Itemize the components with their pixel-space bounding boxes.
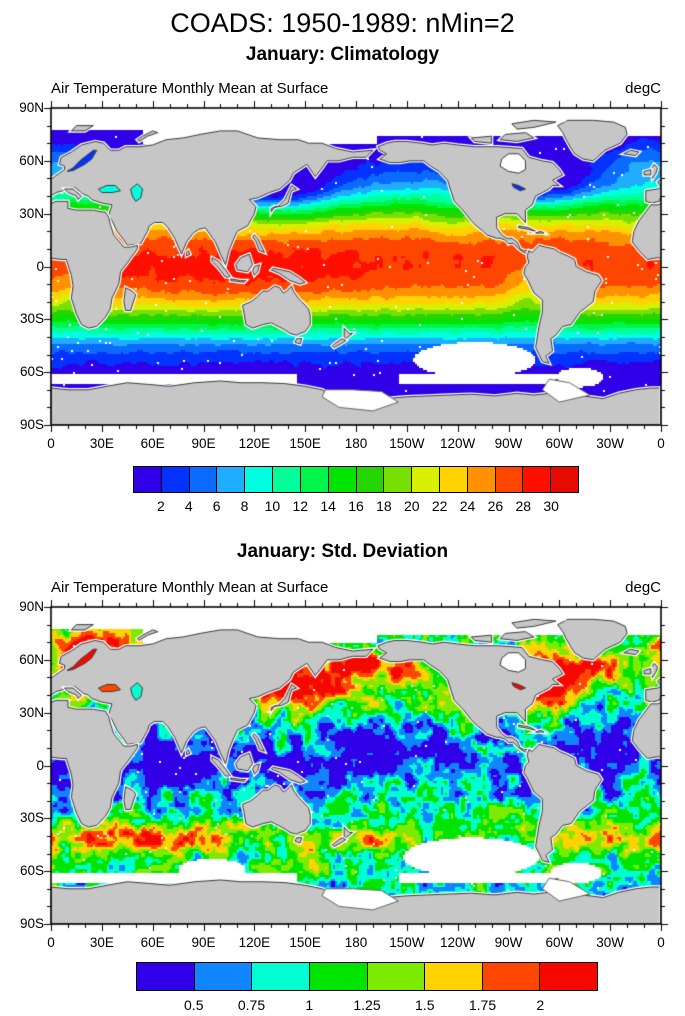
lon-tick-label: 90W xyxy=(494,935,523,950)
colorbar-segment xyxy=(216,466,246,493)
lat-tick-label: 0 xyxy=(36,258,44,274)
panel2-left-subtitle: Air Temperature Monthly Mean at Surface xyxy=(51,579,329,596)
lon-tick-label: 60E xyxy=(140,935,165,950)
lon-tick-label: 150E xyxy=(289,935,321,950)
lon-tick-label: 180 xyxy=(344,436,368,451)
lon-tick-label: 90E xyxy=(191,935,216,950)
colorbar-tick-label: 16 xyxy=(348,498,364,514)
colorbar-tick-label: 1.5 xyxy=(415,997,435,1013)
stddev-map-canvas xyxy=(0,595,685,947)
panel1-title: January: Climatology xyxy=(245,44,440,65)
colorbar-segment xyxy=(539,962,598,991)
lon-tick-label: 90E xyxy=(191,436,216,451)
colorbar-tick-label: 0.75 xyxy=(237,997,266,1013)
colorbar-segment xyxy=(466,466,496,493)
lat-tick-label: 90N xyxy=(19,599,44,614)
colorbar-tick-label: 30 xyxy=(543,498,559,514)
lat-tick-label: 30N xyxy=(19,205,44,221)
colorbar-tick-label: 28 xyxy=(515,498,532,514)
lon-tick-label: 0 xyxy=(657,436,665,451)
colorbar-segment xyxy=(438,466,468,493)
colorbar-segment xyxy=(366,962,426,991)
colorbar-segment xyxy=(193,962,253,991)
panel2-title: January: Std. Deviation xyxy=(236,541,449,562)
lat-tick-label: 90S xyxy=(19,916,44,931)
lon-tick-label: 0 xyxy=(47,436,55,451)
colorbar-tick-label: 14 xyxy=(320,498,336,514)
lon-tick-label: 150W xyxy=(389,935,425,950)
lon-tick-label: 30W xyxy=(596,436,625,451)
colorbar-segment xyxy=(424,962,483,991)
lat-tick-label: 90S xyxy=(19,417,44,432)
lon-tick-label: 60E xyxy=(140,436,165,451)
lon-tick-label: 30E xyxy=(89,436,114,451)
lon-tick-label: 150W xyxy=(389,436,425,451)
lon-tick-label: 90W xyxy=(494,436,523,451)
colorbar-segment xyxy=(355,466,385,493)
lon-tick-label: 120E xyxy=(238,935,271,950)
colorbar-segment xyxy=(411,466,440,493)
colorbar-tick-label: 8 xyxy=(240,498,249,514)
lat-tick-label: 30N xyxy=(19,704,44,720)
colorbar-tick-label: 22 xyxy=(431,498,448,514)
lat-tick-label: 30S xyxy=(19,810,44,826)
colorbar-segment xyxy=(160,466,190,493)
colorbar-segment xyxy=(244,466,274,493)
lat-tick-label: 30S xyxy=(19,311,44,327)
lon-tick-label: 120W xyxy=(440,935,476,950)
lon-tick-label: 150E xyxy=(289,436,321,451)
panel1-units-label: degC xyxy=(625,80,661,97)
lat-tick-label: 90N xyxy=(19,100,44,115)
colorbar-segment xyxy=(133,466,162,493)
panel1-left-subtitle: Air Temperature Monthly Mean at Surface xyxy=(51,80,329,97)
lon-tick-label: 120W xyxy=(440,436,476,451)
lon-tick-label: 60W xyxy=(545,436,574,451)
colorbar-segment xyxy=(494,466,524,493)
lon-tick-label: 0 xyxy=(47,935,55,950)
colorbar-segment xyxy=(383,466,413,493)
colorbar-segment xyxy=(327,466,357,493)
lon-tick-label: 30E xyxy=(89,935,114,950)
panel2-units-label: degC xyxy=(625,579,661,596)
colorbar-segment xyxy=(188,466,218,493)
colorbar-tick-label: 20 xyxy=(403,498,420,514)
lon-tick-label: 0 xyxy=(657,935,665,950)
colorbar-tick-label: 18 xyxy=(376,498,392,514)
colorbar-tick-label: 10 xyxy=(264,498,281,514)
colorbar-tick-label: 2 xyxy=(156,498,165,514)
colorbar-segment xyxy=(136,962,195,991)
colorbar-tick-label: 24 xyxy=(459,498,476,514)
colorbar-tick-label: 4 xyxy=(184,498,193,514)
colorbar-tick-label: 6 xyxy=(212,498,221,514)
main-title: COADS: 1950-1989: nMin=2 xyxy=(170,8,515,38)
climatology-map-canvas xyxy=(0,96,685,448)
lat-tick-label: 60N xyxy=(19,651,44,667)
lat-tick-label: 60N xyxy=(19,152,44,168)
lon-tick-label: 120E xyxy=(238,436,271,451)
colorbar-segment xyxy=(272,466,301,493)
colorbar-segment xyxy=(299,466,329,493)
lon-tick-label: 30W xyxy=(596,935,625,950)
colorbar-segment xyxy=(550,466,579,493)
lat-tick-label: 0 xyxy=(36,757,44,773)
climatology-colorbar xyxy=(133,466,579,493)
colorbar-segment xyxy=(522,466,552,493)
colorbar-segment xyxy=(481,962,541,991)
lat-tick-label: 60S xyxy=(19,364,44,380)
lat-tick-label: 60S xyxy=(19,863,44,879)
colorbar-tick-label: 1.25 xyxy=(353,997,381,1013)
colorbar-segment xyxy=(308,962,368,991)
colorbar-tick-label: 1 xyxy=(305,997,314,1013)
lon-tick-label: 180 xyxy=(344,935,368,950)
lon-tick-label: 60W xyxy=(545,935,574,950)
colorbar-tick-label: 1.75 xyxy=(468,997,497,1013)
colorbar-tick-label: 12 xyxy=(292,498,309,514)
colorbar-tick-label: 2 xyxy=(536,997,545,1013)
colorbar-tick-label: 0.5 xyxy=(184,997,204,1013)
colorbar-tick-label: 26 xyxy=(487,498,504,514)
stddev-colorbar xyxy=(136,962,598,991)
colorbar-segment xyxy=(251,962,310,991)
